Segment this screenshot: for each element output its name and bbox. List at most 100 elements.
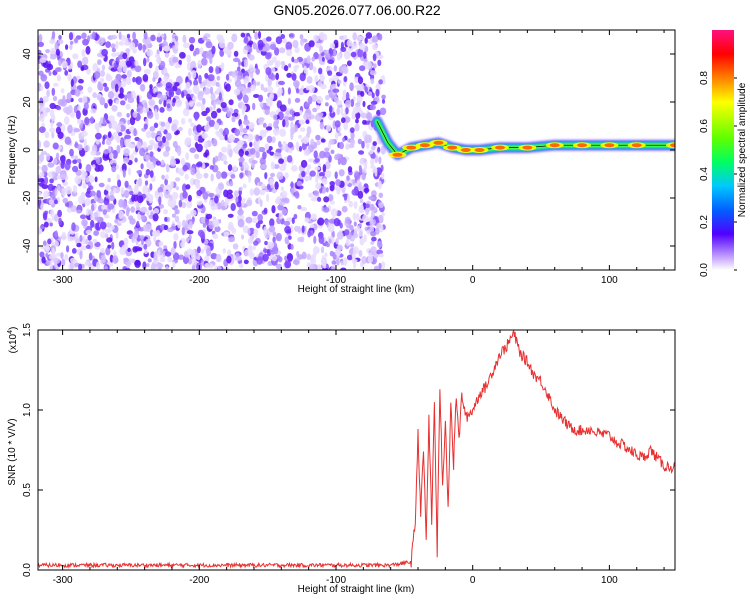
noise-speck	[95, 132, 102, 140]
noise-speck	[185, 214, 192, 220]
noise-speck	[159, 126, 165, 132]
noise-speck	[134, 184, 139, 190]
noise-speck	[178, 126, 183, 132]
noise-speck	[68, 65, 72, 70]
spectrogram-x-tick-label: 100	[601, 275, 618, 286]
noise-speck	[378, 253, 384, 258]
noise-speck	[116, 144, 121, 154]
noise-speck	[240, 215, 245, 220]
noise-speck	[99, 77, 105, 84]
noise-speck	[215, 253, 222, 263]
noise-speck	[225, 83, 231, 92]
noise-speck	[253, 94, 260, 98]
noise-speck	[287, 87, 291, 95]
noise-speck	[309, 170, 316, 177]
noise-speck	[47, 183, 54, 192]
noise-speck	[221, 146, 228, 153]
noise-speck	[109, 152, 114, 160]
noise-speck	[245, 216, 253, 224]
noise-speck	[184, 137, 192, 146]
noise-speck	[132, 48, 137, 54]
noise-speck	[343, 50, 351, 60]
noise-speck	[328, 105, 333, 113]
noise-speck	[303, 148, 311, 157]
noise-speck	[214, 100, 222, 105]
noise-speck	[324, 52, 331, 60]
noise-speck	[208, 66, 214, 74]
noise-speck	[93, 230, 99, 237]
noise-speck	[225, 73, 230, 81]
noise-speck	[122, 52, 128, 60]
snr-x-tick-label: -300	[53, 575, 73, 586]
noise-speck	[291, 56, 295, 63]
noise-speck	[202, 97, 206, 105]
noise-speck	[319, 45, 324, 54]
noise-speck	[195, 162, 203, 168]
noise-speck	[127, 97, 135, 104]
noise-speck	[53, 82, 59, 87]
noise-speck	[105, 247, 111, 256]
noise-speck	[129, 116, 136, 126]
noise-speck	[356, 35, 362, 42]
noise-speck	[137, 247, 143, 252]
noise-speck	[337, 132, 342, 137]
noise-speck	[158, 196, 162, 206]
noise-speck	[198, 74, 202, 84]
colorbar-tick-label: 0.0	[699, 263, 710, 277]
signal-hotspot-core	[406, 145, 417, 150]
spectrogram-y-tick-label: 40	[22, 48, 33, 60]
noise-speck	[208, 119, 215, 128]
noise-speck	[334, 42, 339, 48]
noise-speck	[211, 201, 215, 207]
noise-speck	[51, 131, 55, 139]
noise-speck	[310, 213, 317, 221]
noise-speck	[194, 135, 199, 142]
noise-speck	[117, 179, 122, 188]
noise-speck	[234, 79, 242, 88]
noise-speck	[321, 178, 328, 185]
noise-speck	[306, 76, 313, 84]
noise-speck	[320, 138, 326, 143]
noise-speck	[286, 72, 292, 78]
noise-speck	[117, 131, 123, 137]
noise-speck	[292, 259, 300, 265]
noise-speck	[361, 172, 366, 181]
noise-speck	[358, 223, 362, 228]
colorbar-ticks: 0.0 0.2 0.4 0.6 0.8	[699, 71, 737, 277]
noise-speck	[301, 170, 306, 178]
noise-speck	[163, 224, 169, 231]
noise-speck	[352, 232, 359, 239]
noise-speck	[118, 41, 125, 46]
noise-speck	[214, 195, 219, 204]
noise-speck	[124, 267, 131, 270]
noise-speck	[94, 176, 98, 183]
signal-hotspot-core	[604, 143, 615, 148]
noise-speck	[272, 236, 276, 243]
noise-speck	[140, 163, 144, 170]
noise-speck	[269, 151, 275, 156]
noise-speck	[154, 190, 159, 198]
noise-speck	[288, 116, 295, 121]
noise-speck	[231, 33, 238, 43]
noise-speck	[132, 246, 138, 253]
noise-speck	[295, 88, 300, 94]
noise-speck	[340, 156, 347, 166]
noise-speck	[178, 254, 185, 260]
noise-speck	[157, 32, 161, 38]
noise-speck	[148, 195, 153, 204]
noise-speck	[334, 120, 341, 128]
signal-hotspot-core	[495, 145, 506, 150]
noise-speck	[104, 148, 109, 155]
noise-speck	[89, 190, 96, 197]
noise-speck	[128, 56, 135, 62]
noise-speck	[317, 196, 322, 202]
noise-speck	[96, 261, 100, 270]
noise-speck	[349, 82, 354, 92]
noise-speck	[342, 137, 346, 143]
noise-speck	[66, 92, 72, 101]
noise-speck	[38, 49, 42, 55]
noise-speck	[70, 40, 74, 45]
noise-speck	[116, 136, 121, 144]
noise-speck	[255, 151, 260, 159]
noise-speck	[318, 67, 323, 75]
